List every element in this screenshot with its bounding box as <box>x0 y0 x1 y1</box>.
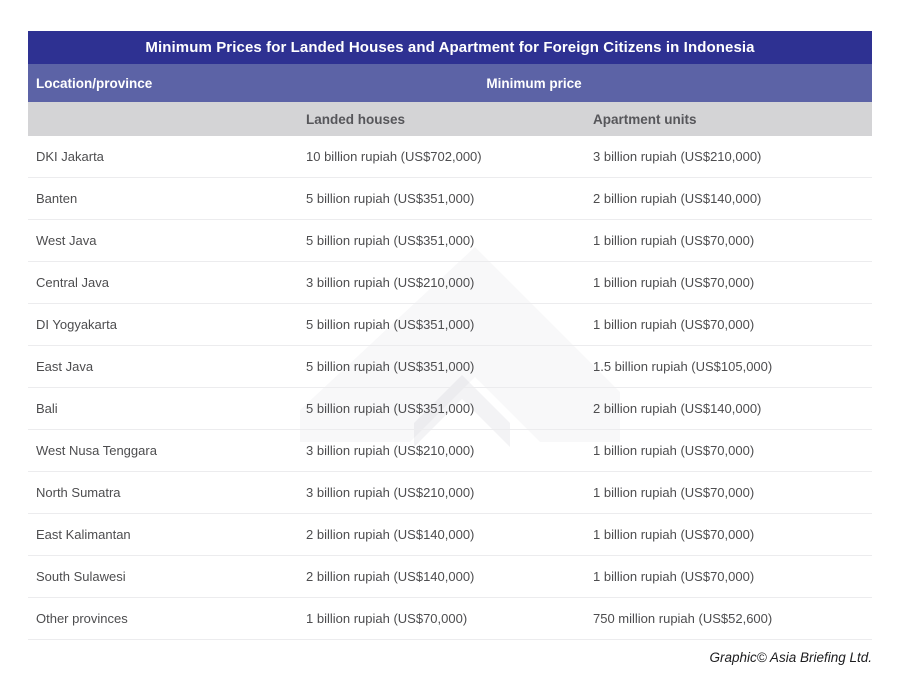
cell-landed-price: 3 billion rupiah (US$210,000) <box>306 443 475 458</box>
cell-landed-price: 2 billion rupiah (US$140,000) <box>306 569 475 584</box>
cell-location: Banten <box>36 191 78 206</box>
cell-location: South Sulawesi <box>36 569 126 584</box>
column-header-location: Location/province <box>36 75 153 91</box>
cell-apartment-price: 1 billion rupiah (US$70,000) <box>593 485 755 500</box>
cell-apartment-price: 1 billion rupiah (US$70,000) <box>593 527 755 542</box>
cell-landed-price: 3 billion rupiah (US$210,000) <box>306 485 475 500</box>
table-row: East Kalimantan 2 billion rupiah (US$140… <box>28 514 872 556</box>
column-header-minimum-price: Minimum price <box>486 75 582 91</box>
subheader-apartment-units: Apartment units <box>593 111 697 127</box>
cell-apartment-price: 1.5 billion rupiah (US$105,000) <box>593 359 773 374</box>
table-body: DKI Jakarta 10 billion rupiah (US$702,00… <box>28 136 872 640</box>
table-row: West Nusa Tenggara 3 billion rupiah (US$… <box>28 430 872 472</box>
cell-location: North Sumatra <box>36 485 121 500</box>
table-row: DI Yogyakarta 5 billion rupiah (US$351,0… <box>28 304 872 346</box>
table-row: North Sumatra 3 billion rupiah (US$210,0… <box>28 472 872 514</box>
cell-location: East Kalimantan <box>36 527 131 542</box>
table-row: Bali 5 billion rupiah (US$351,000) 2 bil… <box>28 388 872 430</box>
price-table-graphic: Minimum Prices for Landed Houses and Apa… <box>28 31 872 665</box>
cell-apartment-price: 750 million rupiah (US$52,600) <box>593 611 773 626</box>
cell-apartment-price: 1 billion rupiah (US$70,000) <box>593 233 755 248</box>
cell-landed-price: 5 billion rupiah (US$351,000) <box>306 401 475 416</box>
cell-landed-price: 5 billion rupiah (US$351,000) <box>306 191 475 206</box>
cell-location: Central Java <box>36 275 109 290</box>
subheader-landed-houses: Landed houses <box>306 111 406 127</box>
cell-location: East Java <box>36 359 94 374</box>
table-row: DKI Jakarta 10 billion rupiah (US$702,00… <box>28 136 872 178</box>
cell-apartment-price: 1 billion rupiah (US$70,000) <box>593 443 755 458</box>
cell-apartment-price: 2 billion rupiah (US$140,000) <box>593 401 762 416</box>
table-row: Other provinces 1 billion rupiah (US$70,… <box>28 598 872 640</box>
cell-landed-price: 2 billion rupiah (US$140,000) <box>306 527 475 542</box>
credit-text: Graphic© Asia Briefing Ltd. <box>709 650 872 665</box>
cell-location: DKI Jakarta <box>36 149 104 164</box>
cell-location: Other provinces <box>36 611 128 626</box>
cell-landed-price: 10 billion rupiah (US$702,000) <box>306 149 482 164</box>
table-row: Central Java 3 billion rupiah (US$210,00… <box>28 262 872 304</box>
cell-location: DI Yogyakarta <box>36 317 117 332</box>
table-subheader-row: Landed houses Apartment units <box>28 102 872 136</box>
graphic-title: Minimum Prices for Landed Houses and Apa… <box>28 31 872 64</box>
table-row: West Java 5 billion rupiah (US$351,000) … <box>28 220 872 262</box>
cell-apartment-price: 3 billion rupiah (US$210,000) <box>593 149 762 164</box>
cell-location: Bali <box>36 401 58 416</box>
table-row: Banten 5 billion rupiah (US$351,000) 2 b… <box>28 178 872 220</box>
table-row: East Java 5 billion rupiah (US$351,000) … <box>28 346 872 388</box>
cell-apartment-price: 2 billion rupiah (US$140,000) <box>593 191 762 206</box>
cell-landed-price: 3 billion rupiah (US$210,000) <box>306 275 475 290</box>
cell-apartment-price: 1 billion rupiah (US$70,000) <box>593 569 755 584</box>
cell-landed-price: 5 billion rupiah (US$351,000) <box>306 317 475 332</box>
table-header-row: Location/province Minimum price <box>28 64 872 102</box>
cell-landed-price: 5 billion rupiah (US$351,000) <box>306 233 475 248</box>
cell-location: West Java <box>36 233 97 248</box>
table-row: South Sulawesi 2 billion rupiah (US$140,… <box>28 556 872 598</box>
cell-apartment-price: 1 billion rupiah (US$70,000) <box>593 275 755 290</box>
cell-landed-price: 5 billion rupiah (US$351,000) <box>306 359 475 374</box>
cell-landed-price: 1 billion rupiah (US$70,000) <box>306 611 468 626</box>
cell-location: West Nusa Tenggara <box>36 443 157 458</box>
cell-apartment-price: 1 billion rupiah (US$70,000) <box>593 317 755 332</box>
